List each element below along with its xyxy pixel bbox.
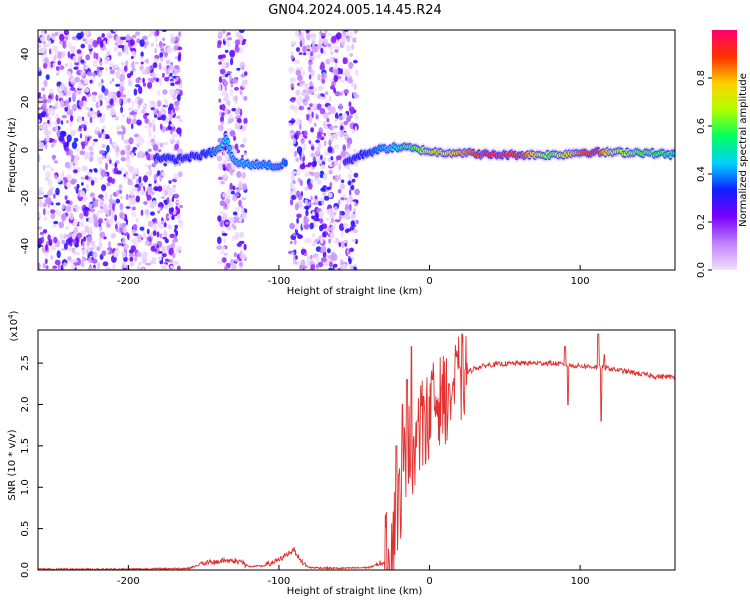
noise-band-1 <box>216 30 248 270</box>
snr-frame <box>37 329 676 571</box>
y-tick-label-bottom-5: 2.5 <box>20 355 31 371</box>
colorbar: 0.0 0.2 0.4 0.6 0.8 Normalized spectral ampli… <box>696 30 749 278</box>
y-tick-label-bottom-3: 1.5 <box>20 438 31 454</box>
x-tick-label-top-2: 0 <box>426 276 432 287</box>
x-tick-label-bottom-1: -100 <box>268 576 291 587</box>
colorbar-tick-label-4: 0.8 <box>696 70 707 86</box>
colorbar-tick-label-0: 0.0 <box>696 262 707 278</box>
snr-panel: -200 -100 0 100 0.0 0.5 1.0 1.5 2.0 2.5 Height of … <box>7 310 676 597</box>
colorbar-label: Normalized spectral amplitude <box>738 73 749 227</box>
y-axis-label-bottom: SNR (10 * v/v) <box>7 429 18 500</box>
spectrogram-image <box>38 30 675 270</box>
x-tick-label-bottom-2: 0 <box>426 576 432 587</box>
x-tick-label-top-0: -200 <box>117 276 140 287</box>
x-tick-label-top-3: 100 <box>571 276 590 287</box>
snr-series-line <box>38 333 675 570</box>
signal-ridge <box>152 132 675 173</box>
x-tick-label-top-1: -100 <box>268 276 291 287</box>
chart-title: GN04.2024.005.14.45.R24 <box>268 3 442 18</box>
x-tick-label-bottom-0: -200 <box>117 576 140 587</box>
y-tick-label-bottom-4: 2.0 <box>20 397 31 413</box>
y-multiplier: (x104) <box>7 310 20 341</box>
y-tick-label-top-4: 40 <box>20 48 31 61</box>
colorbar-gradient <box>712 30 737 270</box>
y-axis-label-top: Frequency (Hz) <box>7 117 18 193</box>
y-tick-label-top-2: 0 <box>20 147 31 153</box>
y-tick-label-bottom-1: 0.5 <box>20 521 31 537</box>
x-axis-label-top: Height of straight line (km) <box>287 286 423 297</box>
x-axis-label-bottom: Height of straight line (km) <box>287 586 423 597</box>
y-tick-label-top-1: -20 <box>20 190 31 206</box>
y-tick-label-bottom-2: 1.0 <box>20 479 31 495</box>
y-tick-label-bottom-0: 0.0 <box>20 562 31 578</box>
noise-band-2 <box>288 30 360 270</box>
colorbar-tick-label-2: 0.4 <box>696 166 707 182</box>
noise-band-0 <box>38 30 184 270</box>
y-tick-label-top-0: -40 <box>20 238 31 254</box>
colorbar-tick-label-3: 0.6 <box>696 118 707 134</box>
colorbar-tick-label-1: 0.2 <box>696 214 707 230</box>
y-tick-label-top-3: 20 <box>20 96 31 109</box>
x-tick-label-bottom-3: 100 <box>571 576 590 587</box>
